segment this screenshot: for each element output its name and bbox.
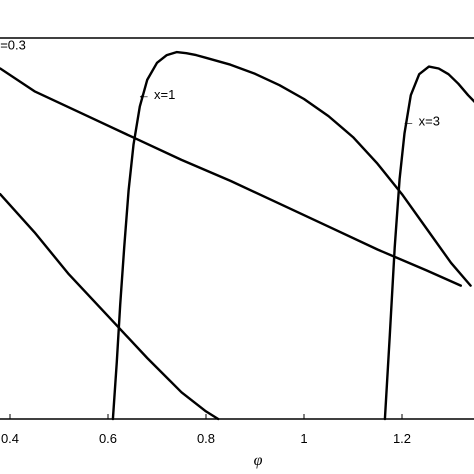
series-line-4: [383, 65, 474, 421]
annotation-label: ← x=1: [137, 87, 175, 102]
annotation-label: =0.3: [0, 37, 26, 52]
annotation-label: ← x=3: [402, 114, 440, 129]
x-axis-ticks: 0.4 0.6 0.8 1 1.2: [1, 414, 411, 446]
series-line-3: [111, 50, 472, 421]
x-axis-label: φ: [254, 452, 263, 469]
x-tick-label: 1.2: [393, 431, 411, 446]
annotations: =0.3 ← x=1 ← x=3: [0, 37, 440, 128]
series-line-2: [0, 193, 220, 421]
x-tick-label: 0.8: [197, 431, 215, 446]
curves: [0, 50, 474, 421]
x-tick-label: 1: [300, 431, 307, 446]
x-tick-label: 0.4: [1, 431, 19, 446]
x-tick-label: 0.6: [99, 431, 117, 446]
series-line-1: [0, 67, 462, 287]
